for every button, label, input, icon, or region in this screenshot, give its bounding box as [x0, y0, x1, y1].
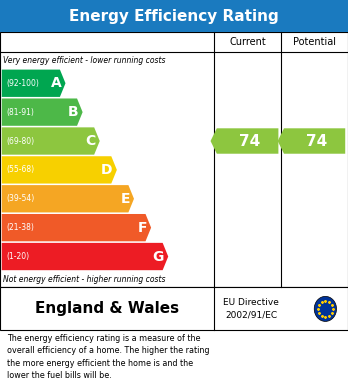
Text: 74: 74: [307, 133, 328, 149]
Text: EU Directive
2002/91/EC: EU Directive 2002/91/EC: [223, 298, 279, 319]
Text: Current: Current: [229, 37, 266, 47]
Bar: [0, 32, 348, 287]
Circle shape: [314, 296, 337, 321]
Polygon shape: [2, 156, 117, 183]
Text: (81-91): (81-91): [6, 108, 34, 117]
Text: C: C: [85, 134, 96, 148]
Text: D: D: [101, 163, 113, 177]
Text: (55-68): (55-68): [6, 165, 34, 174]
Text: England & Wales: England & Wales: [35, 301, 179, 316]
Text: (69-80): (69-80): [6, 136, 34, 145]
Text: (1-20): (1-20): [6, 252, 29, 261]
Polygon shape: [211, 128, 278, 154]
Text: 74: 74: [239, 133, 261, 149]
Text: (92-100): (92-100): [6, 79, 39, 88]
Polygon shape: [278, 128, 345, 154]
Polygon shape: [2, 243, 168, 270]
Text: G: G: [153, 249, 164, 264]
Polygon shape: [2, 214, 151, 241]
Bar: [0, 0, 348, 32]
Text: Potential: Potential: [293, 37, 336, 47]
Text: (39-54): (39-54): [6, 194, 34, 203]
Text: B: B: [68, 105, 78, 119]
Text: (21-38): (21-38): [6, 223, 34, 232]
Polygon shape: [2, 127, 100, 155]
Text: A: A: [50, 76, 61, 90]
Polygon shape: [2, 99, 82, 126]
Text: E: E: [120, 192, 130, 206]
Text: Not energy efficient - higher running costs: Not energy efficient - higher running co…: [3, 274, 166, 284]
Text: F: F: [137, 221, 147, 235]
Text: The energy efficiency rating is a measure of the
overall efficiency of a home. T: The energy efficiency rating is a measur…: [7, 334, 209, 380]
Polygon shape: [2, 185, 134, 212]
Polygon shape: [2, 70, 65, 97]
Text: Very energy efficient - lower running costs: Very energy efficient - lower running co…: [3, 56, 166, 65]
Bar: [0, 287, 348, 330]
Text: Energy Efficiency Rating: Energy Efficiency Rating: [69, 9, 279, 23]
